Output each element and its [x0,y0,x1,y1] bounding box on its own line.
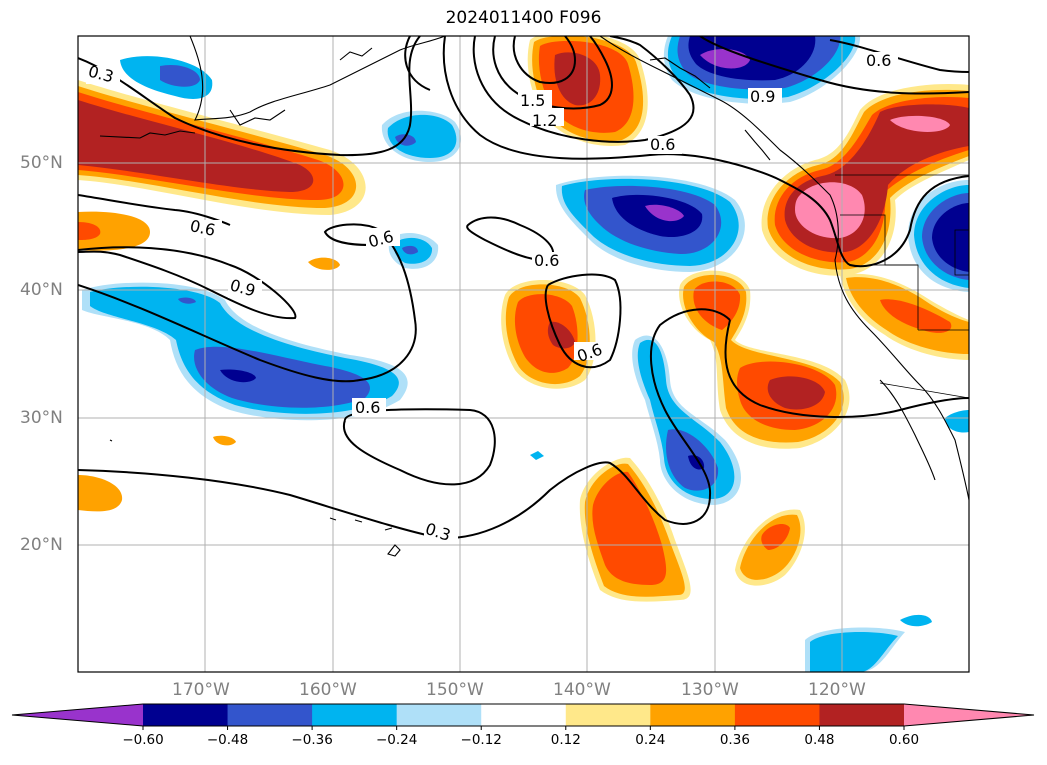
negative-anomaly [160,64,200,87]
contour-label: 0.6 [866,51,891,70]
contour-label: 0.6 [355,398,380,417]
colorbar-cell [481,704,567,726]
colorbar-cell [227,704,313,726]
colorbar-extend-max [904,704,1034,726]
colorbar-tick-label: −0.24 [375,732,418,748]
contour-label: 0.6 [650,135,675,154]
colorbar-tick-label: 0.36 [719,732,750,748]
shaded-field [78,36,969,672]
colorbar-tick-label: 0.60 [888,732,920,748]
negative-anomaly [402,245,418,255]
colorbar-cell [565,704,651,726]
positive-anomaly [514,294,578,373]
colorbar-cell [143,704,229,726]
positive-anomaly [78,100,314,192]
positive-anomaly [213,435,236,446]
lon-label-150w: 150°W [426,680,484,700]
lon-label-130w: 130°W [681,680,739,700]
colorbar-tick-label: −0.48 [206,732,249,748]
colorbar-tick-label: 0.24 [635,732,666,748]
positive-anomaly [78,211,150,251]
lat-label-30n: 30°N [20,408,63,428]
positive-anomaly [308,257,340,270]
contour-label: 0.6 [534,251,559,270]
map-frame [77,35,970,673]
positive-anomaly [547,321,575,349]
contour-label: 1.2 [532,111,557,130]
lon-label-120w: 120°W [808,680,866,700]
map-title: 2024011400 F096 [445,8,602,28]
contour-label: 0.9 [750,87,775,106]
lat-label-40n: 40°N [20,280,63,300]
negative-anomaly [645,204,684,222]
positive-anomaly [78,475,123,512]
negative-anomaly [945,410,969,433]
lat-label-50n: 50°N [20,153,63,173]
negative-anomaly [194,346,370,408]
negative-anomaly [932,203,969,272]
positive-anomaly [890,115,950,132]
colorbar-tick-label: 0.48 [804,732,835,748]
contour-labels: 0.3 0.6 0.9 1.2 1.5 0.6 0.9 0.6 0.6 0.6 … [86,51,898,545]
coastlines [99,36,969,557]
colorbar-cell [819,704,905,726]
contour-label: 1.5 [520,91,545,110]
contours [78,36,969,540]
negative-anomaly [900,614,932,627]
positive-anomaly [795,182,865,239]
contour-label: 0.6 [188,216,217,240]
positive-anomaly [78,222,101,240]
colorbar-tick-label: −0.12 [460,732,502,748]
negative-anomaly [387,114,457,158]
gridlines [78,36,969,672]
colorbar-tick-label: −0.36 [291,732,333,748]
colorbar-cell [734,704,820,726]
negative-anomaly [810,632,898,672]
lon-label-160w: 160°W [299,680,357,700]
lon-label-170w: 170°W [172,680,230,700]
lon-label-140w: 140°W [553,680,611,700]
colorbar-tick-label: 0.12 [550,732,581,748]
negative-anomaly [220,369,256,383]
negative-anomaly [178,297,196,304]
colorbar-cell [312,704,398,726]
positive-anomaly [592,471,667,585]
colorbar-tick-label: −0.60 [122,732,164,748]
colorbar-extend-min [12,704,143,726]
colorbar-cell [396,704,482,726]
borders [835,174,969,399]
lat-label-20n: 20°N [20,535,63,555]
positive-anomaly [554,52,601,106]
colorbar [11,703,1035,730]
negative-anomaly [530,451,544,460]
positive-anomaly [767,376,825,410]
positive-anomaly [761,524,790,550]
colorbar-cell [650,704,736,726]
positive-anomaly [880,299,952,333]
